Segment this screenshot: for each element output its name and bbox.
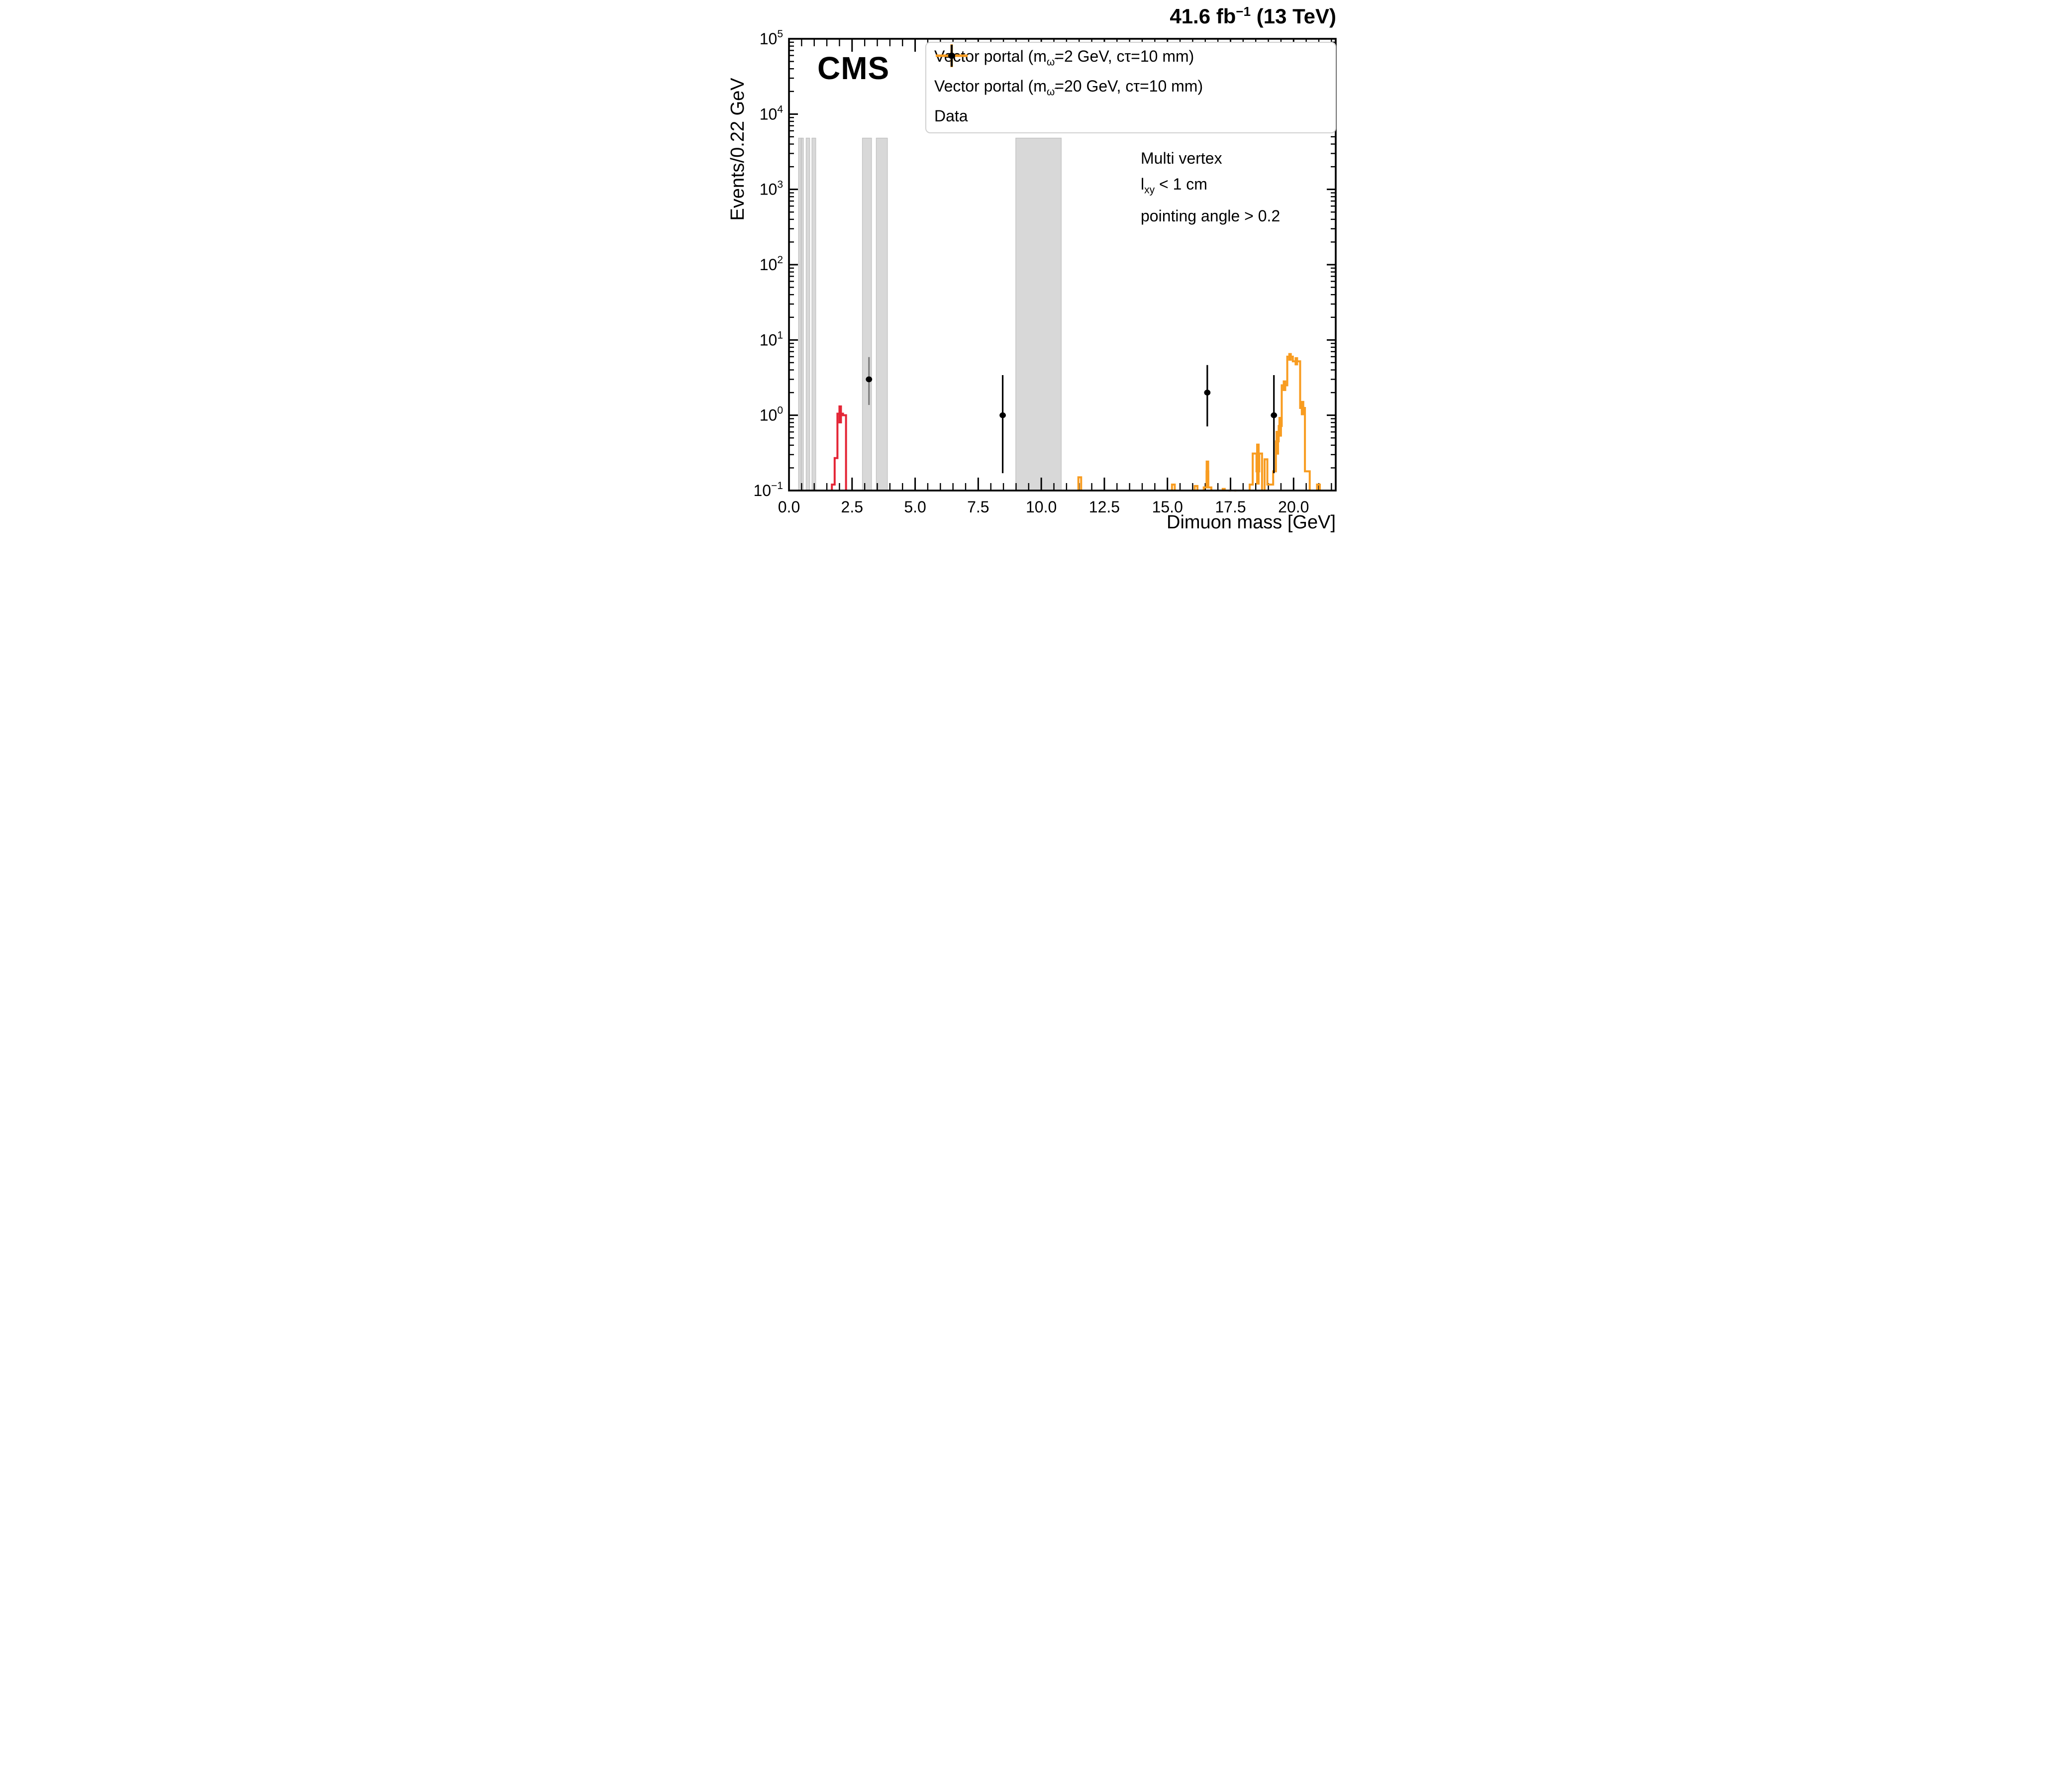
veto-band xyxy=(801,137,804,491)
histogram-outline xyxy=(1077,476,1083,491)
histogram-error-bar xyxy=(1276,431,1280,455)
legend-entry-vector-portal-2gev: Vector portal (mω̃=2 GeV, cτ=10 mm) xyxy=(926,43,1335,73)
histogram-outline xyxy=(1202,470,1212,491)
y-tick-label: 104 xyxy=(760,103,784,123)
histogram-error-bar xyxy=(1256,443,1260,485)
legend-label: Vector portal (mω̃=2 GeV, cτ=10 mm) xyxy=(934,47,1194,68)
cms-logo-text: CMS xyxy=(817,50,890,86)
x-tick-label: 17.5 xyxy=(1215,498,1246,516)
veto-band xyxy=(798,137,802,491)
x-tick-label: 2.5 xyxy=(841,498,863,516)
tick-labels: 0.0 2.5 5.0 7.5 10.0 12.5 15.0 17.5 20.0 10−1 100 1… xyxy=(753,28,1309,516)
data-marker xyxy=(866,376,873,383)
veto-band xyxy=(811,137,816,491)
cms-dimuon-mass-figure: 0.0 2.5 5.0 7.5 10.0 12.5 15.0 17.5 20.0 10−1 100 1… xyxy=(724,0,1344,538)
data-point-marker-icon xyxy=(948,45,955,67)
beam-energy: (13 TeV) xyxy=(1251,4,1336,28)
signal-histogram-20gev xyxy=(1077,353,1321,492)
x-tick-label: 0.0 xyxy=(778,498,800,516)
y-tick-label: 10−1 xyxy=(753,480,783,499)
y-tick-label: 105 xyxy=(760,28,783,48)
veto-band xyxy=(805,137,810,491)
selection-line-3: pointing angle > 0.2 xyxy=(1141,207,1280,225)
y-tick-label: 103 xyxy=(760,179,783,199)
axis-titles: Dimuon mass [GeV] Events/0.22 GeV xyxy=(727,78,1336,533)
histogram-outline xyxy=(1193,485,1199,491)
veto-band xyxy=(862,137,872,491)
histogram-outline xyxy=(1249,452,1263,491)
data-marker xyxy=(1204,390,1211,396)
selection-annotation: Multi vertex lxy < 1 cm pointing angle >… xyxy=(1141,145,1280,229)
legend-label: Vector portal (mω̃=20 GeV, cτ=10 mm) xyxy=(934,77,1203,98)
y-tick-label: 101 xyxy=(760,329,783,349)
x-axis-title: Dimuon mass [GeV] xyxy=(1167,512,1336,533)
histogram-outline xyxy=(831,412,847,491)
legend-label: Data xyxy=(934,106,968,125)
signal-histogram-2gev xyxy=(831,405,847,491)
legend-entry-vector-portal-20gev: Vector portal (mω̃=20 GeV, cτ=10 mm) xyxy=(926,44,1335,102)
veto-band xyxy=(876,137,888,491)
x-tick-label: 20.0 xyxy=(1278,498,1309,516)
x-tick-label: 10.0 xyxy=(1026,498,1057,516)
lumi-value: 41.6 fb xyxy=(1170,4,1236,28)
x-tick-label: 5.0 xyxy=(904,498,926,516)
y-tick-label: 100 xyxy=(760,405,783,424)
data-points xyxy=(866,357,1278,474)
histogram-outline xyxy=(1171,484,1176,491)
x-tick-label: 12.5 xyxy=(1089,498,1120,516)
plot-frame xyxy=(788,38,1337,492)
y-axis-title: Events/0.22 GeV xyxy=(727,78,748,221)
histogram-outline xyxy=(1263,355,1311,491)
x-tick-label: 7.5 xyxy=(967,498,989,516)
plot-canvas: 0.0 2.5 5.0 7.5 10.0 12.5 15.0 17.5 20.0 10−1 100 1… xyxy=(727,28,1337,533)
selection-line-1: Multi vertex xyxy=(1141,149,1222,167)
data-marker xyxy=(1271,412,1278,418)
legend-entry-data: Data xyxy=(926,45,1335,132)
histogram-outline xyxy=(1316,484,1321,491)
x-tick-label: 15.0 xyxy=(1152,498,1183,516)
luminosity-energy-label: 41.6 fb−1 (13 TeV) xyxy=(1170,4,1336,28)
y-tick-label: 102 xyxy=(760,254,783,274)
veto-band xyxy=(1015,137,1062,491)
data-marker xyxy=(999,412,1006,418)
selection-line-2: lxy < 1 cm xyxy=(1141,175,1207,196)
legend: Vector portal (mω̃=2 GeV, cτ=10 mm) Vect… xyxy=(925,42,1336,133)
lumi-exponent: −1 xyxy=(1236,4,1251,19)
